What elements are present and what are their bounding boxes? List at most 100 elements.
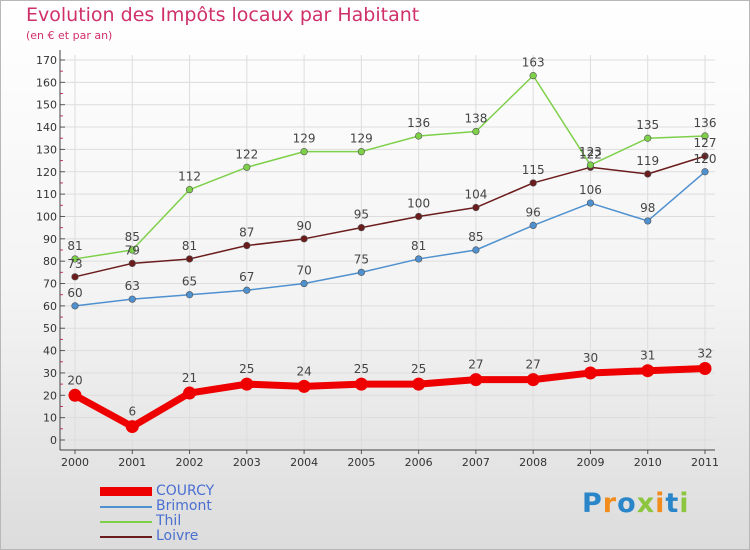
data-point [472, 203, 480, 212]
legend-swatch [100, 505, 152, 508]
data-point [300, 279, 308, 288]
chart-title: Evolution des Impôts locaux par Habitant [26, 4, 420, 26]
y-tick-label: 30 [43, 367, 57, 380]
data-label: 27 [468, 358, 483, 372]
y-tick-label: 130 [36, 143, 57, 156]
data-point [243, 286, 251, 294]
data-point [354, 377, 368, 391]
data-point [297, 379, 311, 393]
data-point [641, 364, 655, 378]
data-label: 90 [296, 219, 311, 233]
data-point [469, 373, 483, 387]
data-label: 73 [67, 257, 82, 271]
x-tick-label: 2001 [118, 456, 146, 469]
data-label: 87 [239, 226, 254, 240]
x-tick-label: 2010 [634, 456, 662, 469]
data-point [529, 221, 537, 230]
data-point [415, 132, 423, 140]
data-point [357, 268, 365, 276]
data-label: 25 [239, 362, 254, 376]
data-label: 25 [354, 362, 369, 376]
data-point [300, 148, 308, 156]
x-tick-label: 2002 [176, 456, 204, 469]
legend-item-loivre: Loivre [100, 529, 214, 544]
y-tick-label: 60 [43, 300, 57, 313]
data-point [357, 224, 365, 232]
data-point [586, 199, 595, 207]
y-tick-label: 110 [36, 188, 57, 201]
data-point [71, 255, 79, 263]
x-tick-label: 2005 [347, 456, 375, 469]
data-point [128, 246, 136, 254]
legend-label: Thil [156, 513, 182, 529]
data-label: 123 [579, 145, 602, 159]
data-label: 104 [464, 188, 487, 202]
data-label: 119 [636, 154, 659, 168]
data-point [125, 420, 139, 434]
y-tick-label: 40 [43, 345, 57, 358]
data-point [644, 217, 652, 225]
legend-label: Loivre [156, 528, 199, 544]
data-label: 112 [178, 170, 201, 184]
data-point [415, 255, 423, 263]
y-tick-label: 10 [43, 412, 57, 425]
data-label: 25 [411, 362, 426, 376]
data-point [68, 388, 82, 402]
data-point [183, 386, 197, 400]
series-line-thil [74, 74, 706, 260]
data-label: 6 [128, 405, 136, 419]
data-label: 100 [407, 196, 430, 210]
data-point [529, 72, 537, 80]
y-tick-label: 100 [36, 210, 57, 223]
data-label: 106 [579, 183, 602, 197]
data-point [128, 259, 136, 268]
data-label: 63 [125, 279, 140, 293]
data-label: 32 [697, 346, 712, 360]
series-line-brimont [74, 171, 706, 307]
data-label: 85 [125, 230, 140, 244]
x-tick-label: 2004 [290, 456, 318, 469]
y-tick-label: 120 [36, 166, 57, 179]
logo-letter: P [582, 488, 603, 519]
data-label: 20 [67, 373, 82, 387]
logo-letter: t [665, 488, 680, 519]
y-tick-label: 70 [43, 278, 57, 291]
data-point [243, 241, 251, 250]
data-label: 81 [411, 239, 426, 253]
data-point [529, 179, 537, 187]
y-tick-label: 170 [36, 54, 57, 67]
data-point [71, 302, 79, 310]
data-label: 75 [354, 252, 369, 266]
data-label: 81 [182, 239, 197, 253]
data-point [240, 377, 254, 391]
data-label: 85 [468, 230, 483, 244]
legend-item-brimont: Brimont [100, 499, 214, 514]
data-label: 27 [526, 358, 541, 372]
chart-subtitle: (en € et par an) [26, 29, 113, 42]
data-point [701, 168, 709, 176]
series-line-courcy [71, 364, 709, 431]
data-point [185, 255, 194, 263]
legend-item-courcy: COURCY [100, 484, 214, 499]
data-label: 136 [694, 116, 717, 130]
data-label: 98 [640, 201, 655, 215]
data-point [185, 186, 194, 194]
data-point [586, 161, 595, 169]
legend-label: Brimont [156, 498, 212, 514]
data-point [300, 235, 308, 243]
x-tick-label: 2011 [691, 456, 719, 469]
logo-letter: r [602, 488, 618, 519]
data-point [644, 170, 652, 178]
y-tick-label: 150 [36, 99, 57, 112]
x-tick-label: 2006 [405, 456, 433, 469]
data-label: 135 [636, 118, 659, 132]
logo-letter: x [636, 488, 656, 519]
data-point [472, 246, 480, 254]
legend-label: COURCY [156, 483, 215, 499]
data-label: 122 [235, 147, 258, 161]
data-point [71, 273, 79, 281]
logo-letter: o [617, 488, 637, 519]
data-point [472, 127, 480, 136]
data-point [701, 152, 709, 160]
